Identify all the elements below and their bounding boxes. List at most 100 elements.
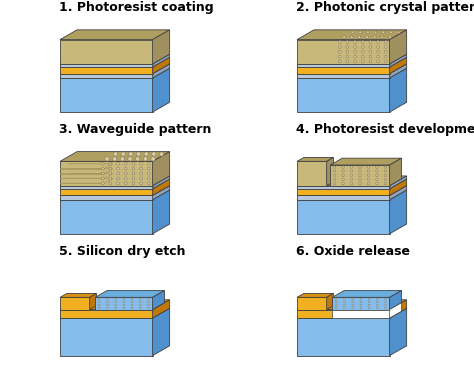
Circle shape — [390, 31, 392, 34]
Circle shape — [352, 307, 354, 309]
Text: 6. Oxide release: 6. Oxide release — [296, 245, 410, 258]
Circle shape — [333, 178, 336, 181]
Polygon shape — [390, 54, 407, 67]
Circle shape — [361, 41, 364, 44]
Circle shape — [382, 31, 384, 34]
Circle shape — [346, 60, 349, 63]
Circle shape — [354, 45, 356, 48]
Polygon shape — [297, 310, 390, 318]
Circle shape — [360, 304, 362, 306]
Circle shape — [367, 178, 370, 181]
Circle shape — [384, 307, 386, 309]
Circle shape — [359, 182, 361, 185]
Circle shape — [140, 172, 143, 175]
Circle shape — [123, 298, 125, 300]
Circle shape — [369, 41, 372, 44]
Polygon shape — [60, 30, 170, 39]
Circle shape — [336, 298, 337, 300]
Polygon shape — [297, 308, 407, 318]
Polygon shape — [153, 152, 170, 186]
Polygon shape — [60, 196, 153, 200]
Circle shape — [354, 41, 356, 44]
Circle shape — [159, 152, 164, 156]
Circle shape — [342, 178, 344, 181]
Polygon shape — [297, 74, 390, 78]
Circle shape — [344, 301, 346, 303]
Circle shape — [107, 307, 109, 309]
Circle shape — [147, 182, 150, 184]
Circle shape — [358, 36, 361, 38]
Circle shape — [351, 31, 354, 34]
Polygon shape — [332, 290, 401, 297]
Circle shape — [376, 301, 378, 303]
Polygon shape — [60, 200, 153, 234]
Polygon shape — [297, 297, 327, 310]
Polygon shape — [60, 68, 170, 78]
Circle shape — [101, 167, 104, 170]
Circle shape — [123, 304, 125, 306]
Circle shape — [99, 307, 100, 309]
Circle shape — [377, 51, 380, 53]
Circle shape — [123, 307, 125, 309]
Polygon shape — [390, 186, 407, 200]
Circle shape — [352, 298, 354, 300]
Circle shape — [377, 55, 380, 58]
Polygon shape — [153, 176, 170, 189]
Circle shape — [384, 170, 386, 172]
Circle shape — [384, 304, 386, 306]
Circle shape — [115, 298, 117, 300]
Polygon shape — [390, 303, 401, 318]
Circle shape — [147, 298, 149, 300]
Polygon shape — [390, 57, 407, 74]
Circle shape — [132, 172, 135, 175]
Polygon shape — [60, 64, 170, 74]
Circle shape — [131, 298, 133, 300]
Polygon shape — [60, 39, 153, 64]
Circle shape — [376, 298, 378, 300]
Circle shape — [384, 298, 386, 300]
Text: 1. Photoresist coating: 1. Photoresist coating — [59, 1, 213, 14]
Circle shape — [123, 301, 125, 303]
Circle shape — [338, 51, 341, 53]
Circle shape — [377, 41, 380, 44]
Circle shape — [359, 170, 361, 172]
Polygon shape — [60, 161, 153, 186]
Circle shape — [112, 157, 117, 161]
Polygon shape — [60, 179, 170, 189]
Circle shape — [369, 51, 372, 53]
Circle shape — [132, 177, 135, 180]
Circle shape — [117, 162, 119, 165]
Circle shape — [120, 157, 125, 161]
Circle shape — [344, 304, 346, 306]
Polygon shape — [297, 39, 390, 64]
Polygon shape — [60, 318, 153, 356]
Polygon shape — [60, 78, 153, 112]
Circle shape — [389, 36, 392, 38]
Polygon shape — [153, 68, 170, 112]
Circle shape — [352, 301, 354, 303]
Circle shape — [384, 55, 387, 58]
Circle shape — [359, 166, 361, 168]
Circle shape — [105, 157, 109, 161]
Polygon shape — [153, 300, 170, 318]
Polygon shape — [297, 78, 390, 112]
Circle shape — [124, 167, 127, 170]
Circle shape — [139, 301, 141, 303]
Polygon shape — [297, 176, 407, 186]
Circle shape — [147, 307, 149, 309]
Circle shape — [151, 157, 155, 161]
Circle shape — [359, 31, 362, 34]
Polygon shape — [327, 293, 334, 310]
Polygon shape — [390, 179, 407, 196]
Circle shape — [384, 182, 386, 185]
Polygon shape — [297, 179, 407, 189]
Polygon shape — [297, 186, 390, 189]
Circle shape — [367, 174, 370, 176]
Circle shape — [359, 178, 361, 181]
Polygon shape — [60, 308, 170, 318]
Circle shape — [101, 182, 104, 184]
Circle shape — [376, 170, 378, 172]
Polygon shape — [90, 293, 97, 310]
Circle shape — [369, 45, 372, 48]
Polygon shape — [297, 200, 390, 234]
